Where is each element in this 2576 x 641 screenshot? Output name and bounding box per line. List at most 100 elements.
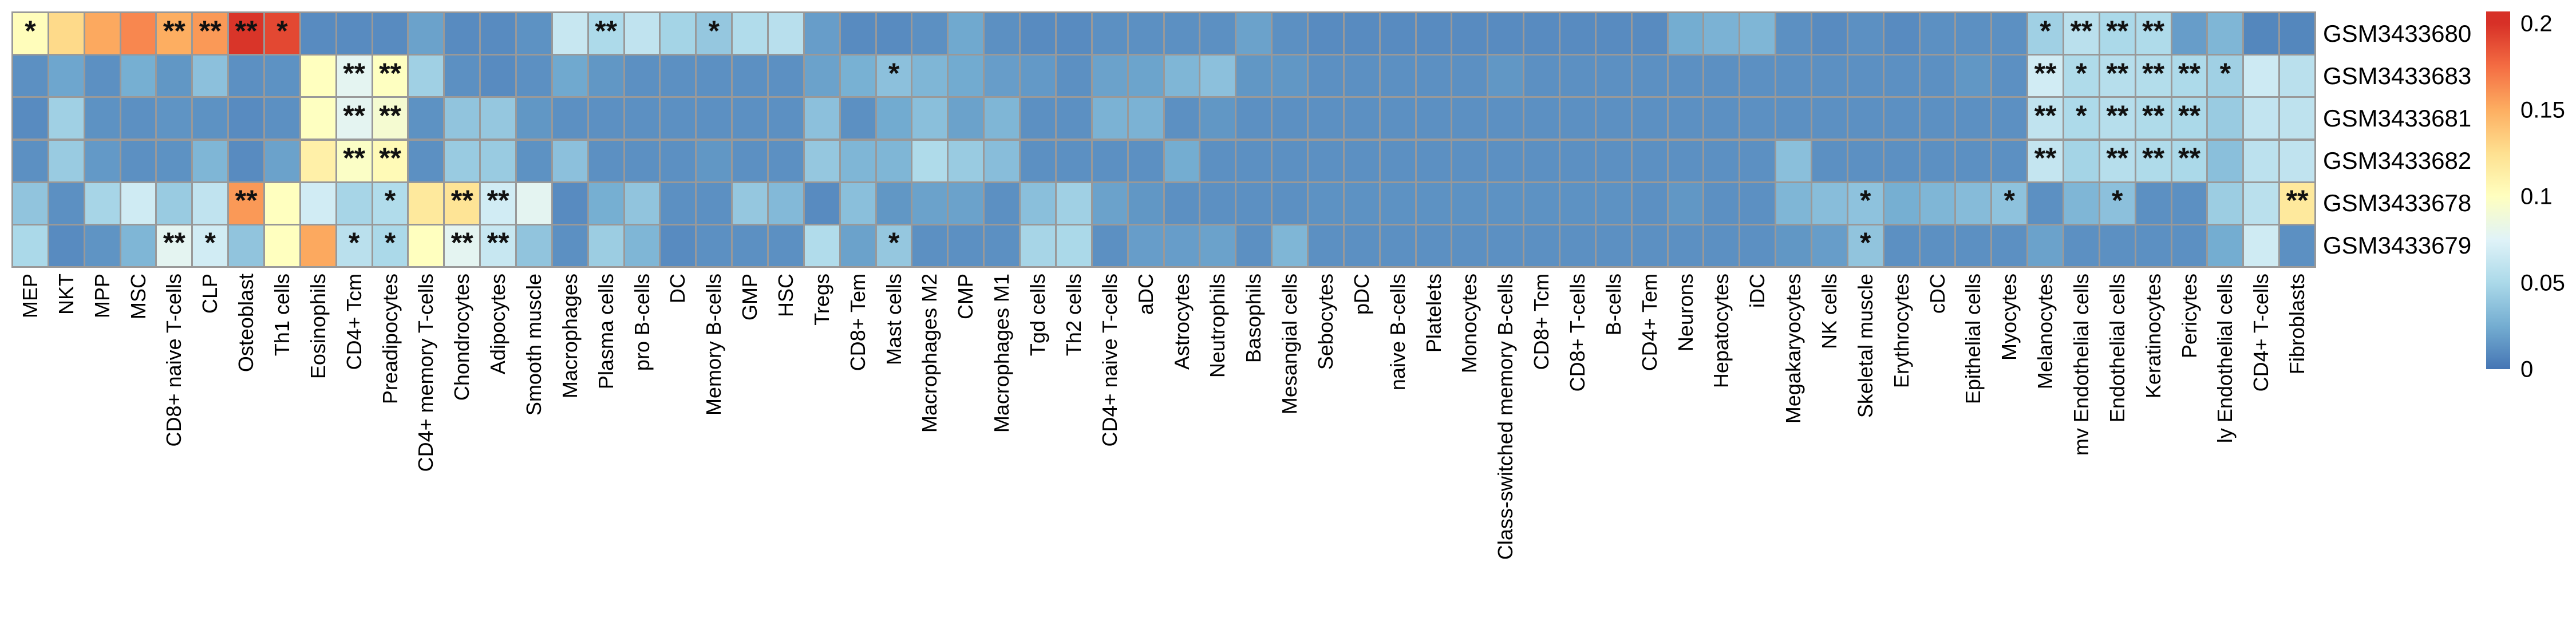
significance-marker: * (1860, 227, 1871, 259)
significance-marker: ** (2070, 14, 2093, 47)
significance-marker: ** (2286, 184, 2309, 217)
heatmap-cell (1884, 225, 1919, 266)
heatmap-cell (229, 56, 264, 97)
heatmap-cell: ** (373, 56, 408, 97)
heatmap-cell (1776, 225, 1811, 266)
heatmap-cell (517, 183, 551, 224)
heatmap-cell (804, 183, 839, 224)
sample-row-label: GSM3433681 (2323, 104, 2472, 132)
heatmap-cell (1344, 98, 1379, 139)
heatmap-cell (2028, 183, 2063, 224)
heatmap-cell (301, 13, 335, 54)
heatmap-cell: * (1848, 225, 1883, 266)
cell-type-column-label: Myocytes (1997, 274, 2021, 361)
heatmap-cell (1812, 13, 1847, 54)
significance-marker: ** (2142, 57, 2165, 89)
heatmap-cell (1524, 140, 1559, 181)
heatmap-cell: * (876, 56, 911, 97)
heatmap-cell (1632, 183, 1667, 224)
colorbar-gradient (2486, 11, 2510, 369)
heatmap-cell (517, 140, 551, 181)
significance-marker: ** (2178, 99, 2200, 132)
cell-type-column-label: Tregs (809, 274, 833, 326)
significance-marker: * (2076, 99, 2087, 132)
heatmap-cell (1632, 98, 1667, 139)
heatmap-cell (1021, 98, 1055, 139)
cell-type-column-label: Endothelial cells (2105, 274, 2129, 423)
heatmap-cell (949, 183, 983, 224)
heatmap-cell (481, 56, 516, 97)
heatmap-cell: * (193, 225, 228, 266)
heatmap-cell (121, 98, 156, 139)
heatmap-cell (1740, 98, 1775, 139)
heatmap-cell (985, 140, 1020, 181)
significance-marker: ** (2178, 142, 2200, 175)
heatmap-cell (552, 56, 587, 97)
heatmap-cell (1596, 140, 1631, 181)
heatmap-cell: * (265, 13, 299, 54)
heatmap-cell (588, 140, 623, 181)
heatmap-cell (1992, 140, 2027, 181)
heatmap-cell (1452, 225, 1487, 266)
heatmap-cell (949, 98, 983, 139)
colorbar-tick-label: 0.1 (2520, 184, 2553, 209)
cell-type-column-label: MPP (90, 274, 114, 319)
significance-marker: ** (2142, 14, 2165, 47)
cell-type-column-label: Sebocytes (1313, 274, 1337, 370)
heatmap-cell (804, 56, 839, 97)
significance-marker: ** (451, 184, 473, 217)
heatmap-cell (697, 140, 732, 181)
heatmap-cell (517, 56, 551, 97)
cell-type-column-label: Preadipocytes (378, 274, 402, 405)
heatmap-cell (265, 225, 299, 266)
heatmap-cell (1920, 183, 1955, 224)
heatmap-cell: ** (2136, 140, 2171, 181)
heatmap-cell (1956, 183, 1991, 224)
heatmap-cell (1776, 140, 1811, 181)
heatmap-cell (301, 98, 335, 139)
heatmap-cell: * (1992, 183, 2027, 224)
significance-marker: ** (379, 142, 401, 175)
significance-marker: ** (379, 99, 401, 132)
heatmap-cell: ** (337, 56, 372, 97)
heatmap-cell (2064, 183, 2099, 224)
heatmap-cell (337, 13, 372, 54)
heatmap-cell (1920, 140, 1955, 181)
heatmap-cell (1668, 98, 1703, 139)
heatmap-cell (1632, 140, 1667, 181)
heatmap-cell (625, 56, 659, 97)
heatmap-cell (1416, 98, 1451, 139)
heatmap-cell (2064, 140, 2099, 181)
heatmap-cell (840, 98, 875, 139)
heatmap-cell (409, 98, 444, 139)
heatmap-cell (912, 140, 947, 181)
heatmap-cell (1524, 98, 1559, 139)
heatmap-cell (588, 98, 623, 139)
heatmap-cell (2244, 183, 2279, 224)
significance-marker: ** (235, 14, 258, 47)
heatmap-cell (193, 56, 228, 97)
heatmap-cell (1488, 225, 1523, 266)
heatmap-cell (2244, 225, 2279, 266)
heatmap-cell (1380, 183, 1415, 224)
heatmap-cell (1704, 98, 1739, 139)
heatmap-cell (2208, 98, 2243, 139)
heatmap-cell (409, 56, 444, 97)
heatmap-cell (625, 13, 659, 54)
heatmap-cell (2172, 183, 2207, 224)
heatmap-cell (121, 56, 156, 97)
sample-row-label: GSM3433683 (2323, 62, 2472, 89)
heatmap-cell (1704, 13, 1739, 54)
heatmap-cell: ** (445, 225, 480, 266)
heatmap-cell (373, 13, 408, 54)
cell-type-column-label: Astrocytes (1170, 274, 1194, 370)
heatmap-cell (1740, 225, 1775, 266)
cell-type-column-label: Mast cells (882, 274, 906, 366)
heatmap-cell: * (13, 13, 48, 54)
heatmap-cell (2136, 183, 2171, 224)
cell-type-column-label: B-cells (1601, 274, 1625, 336)
heatmap-cell (1164, 140, 1199, 181)
heatmap-cell (1776, 13, 1811, 54)
cell-type-column-label: Memory B-cells (702, 274, 726, 416)
heatmap-cell (229, 225, 264, 266)
